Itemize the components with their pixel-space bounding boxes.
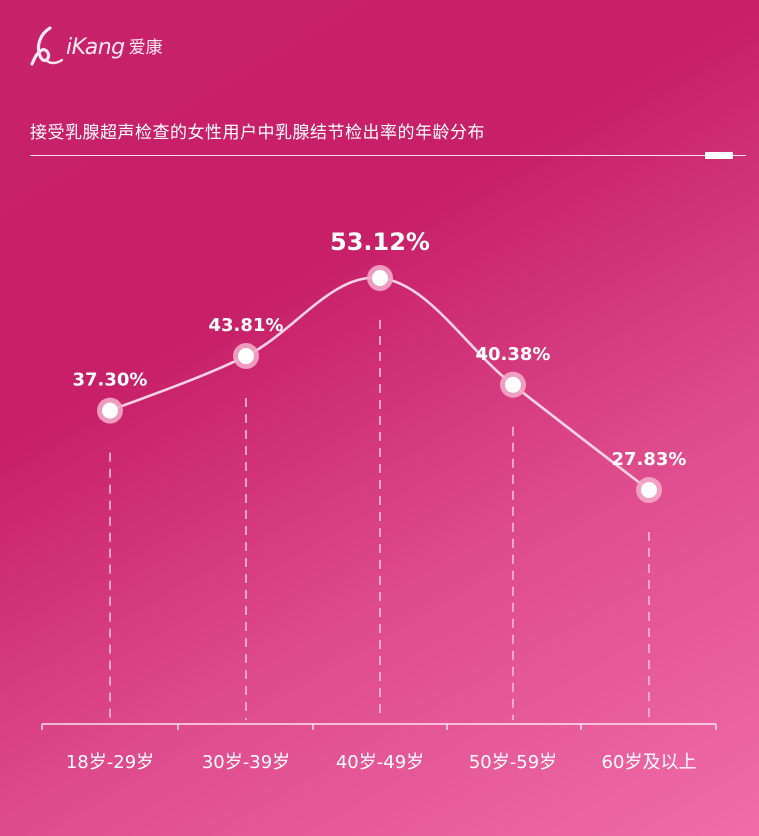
data-label: 27.83% [612,449,687,470]
title-divider-cap [705,152,733,159]
data-point [102,402,118,419]
brand-name: iKang [66,35,125,60]
series-line [109,276,650,492]
x-tick-label: 40岁-49岁 [336,752,424,773]
data-point [238,348,254,365]
title-divider [30,155,746,156]
data-point [372,270,388,286]
brand-logo: iKang 爱康 [30,24,163,68]
chart-title: 接受乳腺超声检查的女性用户中乳腺结节检出率的年龄分布 [30,123,485,143]
data-point [505,376,521,393]
data-point [641,482,657,498]
data-label: 53.12% [330,228,430,256]
x-tick-label: 50岁-59岁 [469,752,557,773]
data-label: 40.38% [476,344,551,365]
data-label: 37.30% [73,370,148,391]
data-label: 43.81% [209,315,284,336]
x-tick-label: 18岁-29岁 [66,752,154,773]
x-tick-label: 30岁-39岁 [202,752,290,773]
brand-name-cn: 爱康 [128,38,163,58]
ribbon-logo-icon [30,26,64,66]
x-tick-label: 60岁及以上 [602,752,697,773]
